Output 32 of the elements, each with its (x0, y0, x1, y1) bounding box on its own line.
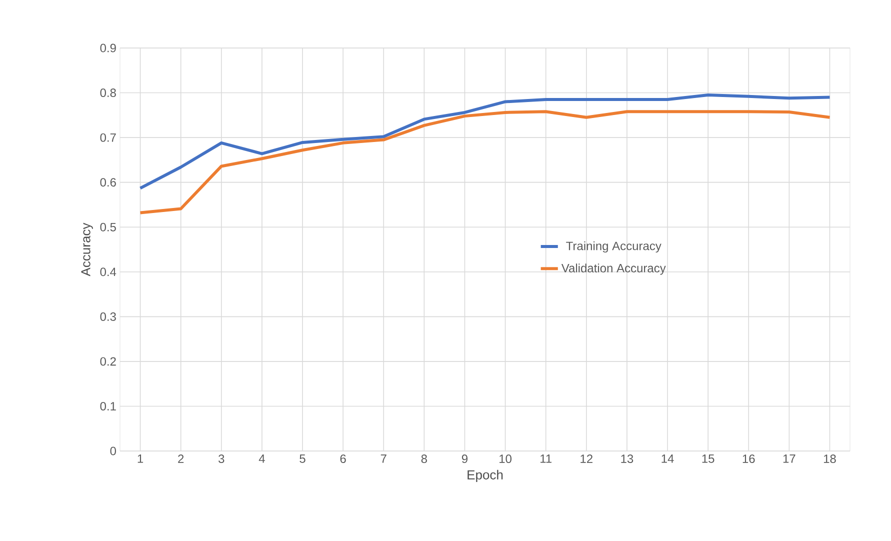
x-tick-label: 15 (702, 454, 714, 463)
x-tick-label: 8 (421, 454, 427, 464)
legend-label: Validation Accuracy (561, 264, 666, 275)
y-tick-label: 0.7 (100, 133, 116, 142)
x-tick-label: 11 (540, 454, 552, 463)
x-axis-title: Epoch (468, 470, 503, 482)
x-tick-label: 9 (462, 454, 468, 464)
x-tick-label: 5 (300, 454, 306, 463)
y-tick-label: 0.1 (100, 402, 116, 410)
x-tick-label: 7 (380, 454, 386, 463)
x-tick-label: 1 (138, 454, 144, 463)
x-tick-label: 10 (500, 454, 512, 464)
x-tick-label: 6 (340, 454, 346, 464)
x-tick-label: 18 (824, 454, 836, 464)
x-tick-label: 17 (783, 454, 796, 463)
x-tick-label: 16 (742, 454, 755, 464)
x-tick-label: 12 (580, 454, 592, 463)
y-tick-label: 0.8 (100, 88, 116, 98)
x-tick-label: 4 (258, 454, 265, 463)
y-tick-label: 0.4 (100, 268, 116, 276)
y-tick-label: 0.6 (100, 178, 116, 187)
y-axis-title: Accuracy (81, 222, 93, 276)
x-tick-label: 14 (662, 454, 674, 463)
x-tick-label: 2 (178, 454, 184, 463)
y-tick-label: 0.2 (100, 357, 116, 366)
y-tick-label: 0.5 (100, 222, 116, 232)
y-tick-label: 0.9 (100, 44, 116, 52)
y-tick-label: 0.3 (100, 312, 116, 321)
y-tick-label: 0 (110, 446, 116, 456)
legend-label: Training Accuracy (566, 241, 662, 253)
x-tick-label: 13 (621, 454, 634, 464)
x-tick-label: 3 (218, 454, 224, 464)
